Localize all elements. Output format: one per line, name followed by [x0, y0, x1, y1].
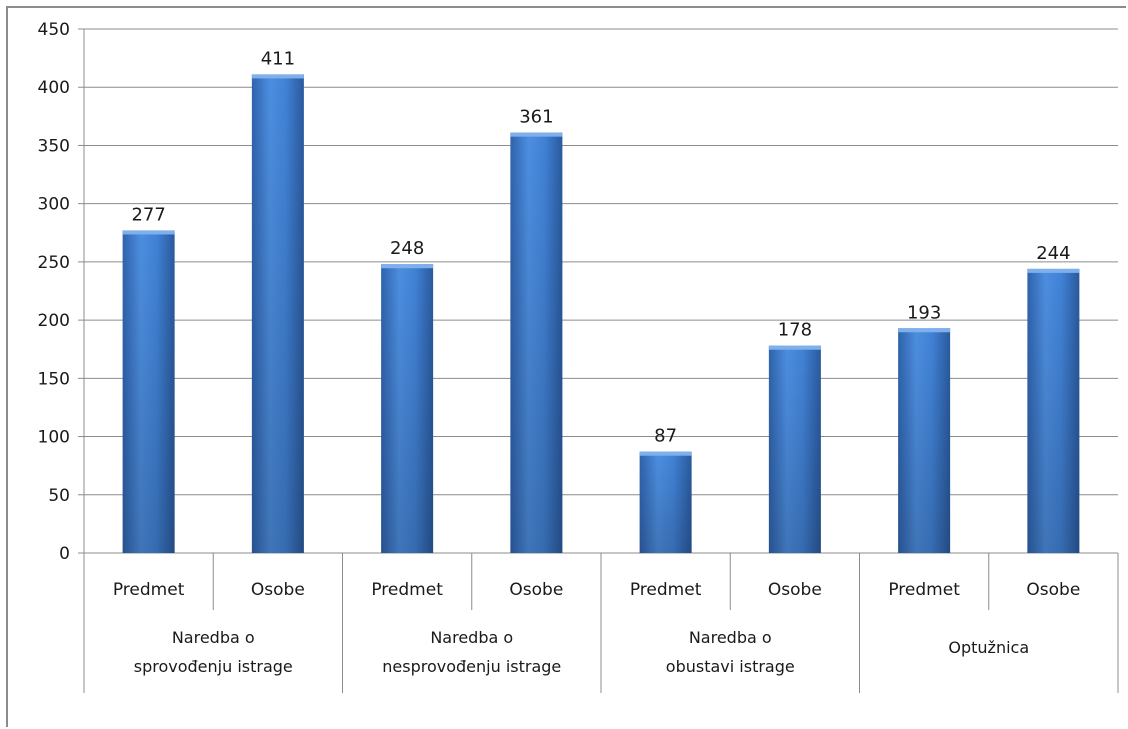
category-label: Predmet [371, 580, 443, 600]
group-label: obustavi istrage [666, 657, 795, 676]
y-tick-label: 400 [38, 78, 70, 98]
category-label: Predmet [630, 580, 702, 600]
bar-shade [122, 230, 175, 553]
category-label: Osobe [509, 580, 563, 600]
data-label: 248 [390, 238, 424, 259]
y-tick-label: 200 [38, 311, 70, 331]
bar-shade [510, 132, 563, 553]
category-label: Predmet [888, 580, 960, 600]
data-label: 193 [907, 302, 941, 323]
y-tick-label: 50 [48, 486, 70, 506]
category-label: Osobe [768, 580, 822, 600]
bar-shade [768, 345, 821, 553]
category-label: Osobe [251, 580, 305, 600]
group-label: Naredba o [172, 628, 255, 647]
group-label: Optužnica [948, 638, 1029, 657]
bar-shade [898, 328, 951, 553]
y-tick-label: 150 [38, 369, 70, 389]
group-label: nesprovođenju istrage [382, 657, 561, 676]
bar-top-highlight [122, 230, 175, 235]
bar-shade [1027, 268, 1080, 553]
bar-top-highlight [768, 345, 821, 350]
chart-frame [6, 6, 1126, 727]
category-label: Predmet [113, 580, 185, 600]
bar-shade [381, 264, 434, 553]
group-label: Naredba o [689, 628, 772, 647]
data-label: 178 [778, 320, 812, 341]
bar-shade [639, 451, 692, 553]
category-label: Osobe [1026, 580, 1080, 600]
group-label: Naredba o [430, 628, 513, 647]
group-label: sprovođenju istrage [134, 657, 293, 676]
bar-top-highlight [251, 74, 304, 79]
y-tick-label: 0 [59, 544, 70, 564]
y-tick-label: 350 [38, 136, 70, 156]
bar-top-highlight [1027, 268, 1080, 273]
y-tick-label: 300 [38, 195, 70, 215]
y-tick-label: 250 [38, 253, 70, 273]
data-label: 87 [654, 426, 677, 447]
data-label: 244 [1036, 243, 1070, 264]
y-tick-label: 100 [38, 428, 70, 448]
bar-top-highlight [898, 328, 951, 333]
data-label: 277 [131, 204, 165, 225]
bar-top-highlight [639, 451, 692, 456]
data-label: 411 [261, 48, 295, 69]
bar-top-highlight [510, 132, 563, 137]
data-label: 361 [519, 107, 553, 128]
bar-shade [251, 74, 304, 553]
y-tick-label: 450 [38, 20, 70, 40]
bar-top-highlight [381, 264, 434, 269]
